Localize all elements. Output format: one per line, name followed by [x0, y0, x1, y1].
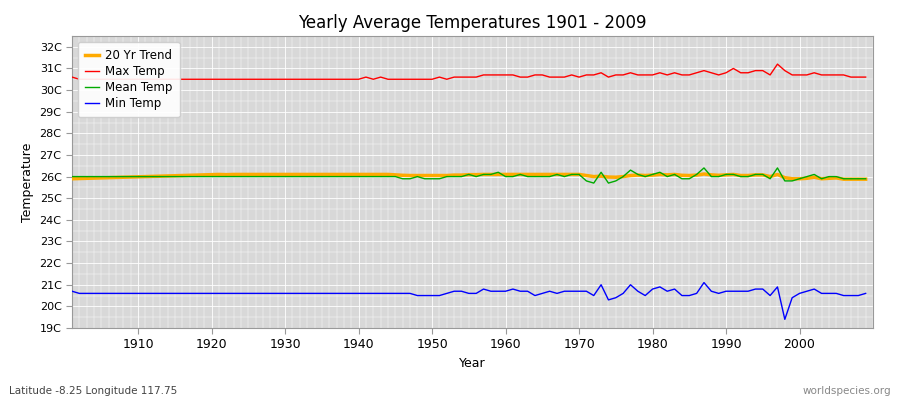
Max Temp [860, 75, 871, 80]
Min Temp [287, 291, 298, 296]
20 Yr Trend [493, 172, 504, 177]
20 Yr Trend [125, 175, 136, 180]
Max Temp [500, 72, 511, 77]
Mean Temp [331, 174, 342, 179]
Text: Latitude -8.25 Longitude 117.75: Latitude -8.25 Longitude 117.75 [9, 386, 177, 396]
20 Yr Trend [860, 177, 871, 182]
20 Yr Trend [331, 172, 342, 177]
Min Temp [779, 317, 790, 322]
X-axis label: Year: Year [459, 357, 486, 370]
20 Yr Trend [500, 172, 511, 177]
20 Yr Trend [287, 172, 298, 177]
Min Temp [493, 289, 504, 294]
Mean Temp [493, 170, 504, 175]
Min Temp [860, 291, 871, 296]
Legend: 20 Yr Trend, Max Temp, Mean Temp, Min Temp: 20 Yr Trend, Max Temp, Mean Temp, Min Te… [78, 42, 179, 117]
Title: Yearly Average Temperatures 1901 - 2009: Yearly Average Temperatures 1901 - 2009 [298, 14, 647, 32]
Max Temp [67, 75, 77, 80]
Min Temp [125, 291, 136, 296]
Max Temp [508, 72, 518, 77]
Max Temp [338, 77, 349, 82]
20 Yr Trend [838, 177, 849, 182]
Max Temp [74, 77, 85, 82]
Mean Temp [589, 181, 599, 186]
Line: Mean Temp: Mean Temp [72, 168, 866, 183]
Min Temp [500, 289, 511, 294]
Max Temp [596, 70, 607, 75]
Mean Temp [67, 174, 77, 179]
Text: worldspecies.org: worldspecies.org [803, 386, 891, 396]
Min Temp [67, 289, 77, 294]
Min Temp [331, 291, 342, 296]
Line: Min Temp: Min Temp [72, 282, 866, 319]
Line: Max Temp: Max Temp [72, 64, 866, 79]
20 Yr Trend [67, 176, 77, 181]
Y-axis label: Temperature: Temperature [21, 142, 34, 222]
Line: 20 Yr Trend: 20 Yr Trend [72, 174, 866, 179]
20 Yr Trend [698, 172, 709, 176]
Max Temp [772, 62, 783, 66]
Mean Temp [698, 166, 709, 170]
Mean Temp [596, 170, 607, 175]
Min Temp [589, 293, 599, 298]
Mean Temp [500, 174, 511, 179]
Max Temp [294, 77, 305, 82]
Mean Temp [287, 174, 298, 179]
Mean Temp [125, 174, 136, 179]
Max Temp [132, 77, 143, 82]
Mean Temp [860, 176, 871, 181]
20 Yr Trend [589, 174, 599, 179]
Min Temp [698, 280, 709, 285]
